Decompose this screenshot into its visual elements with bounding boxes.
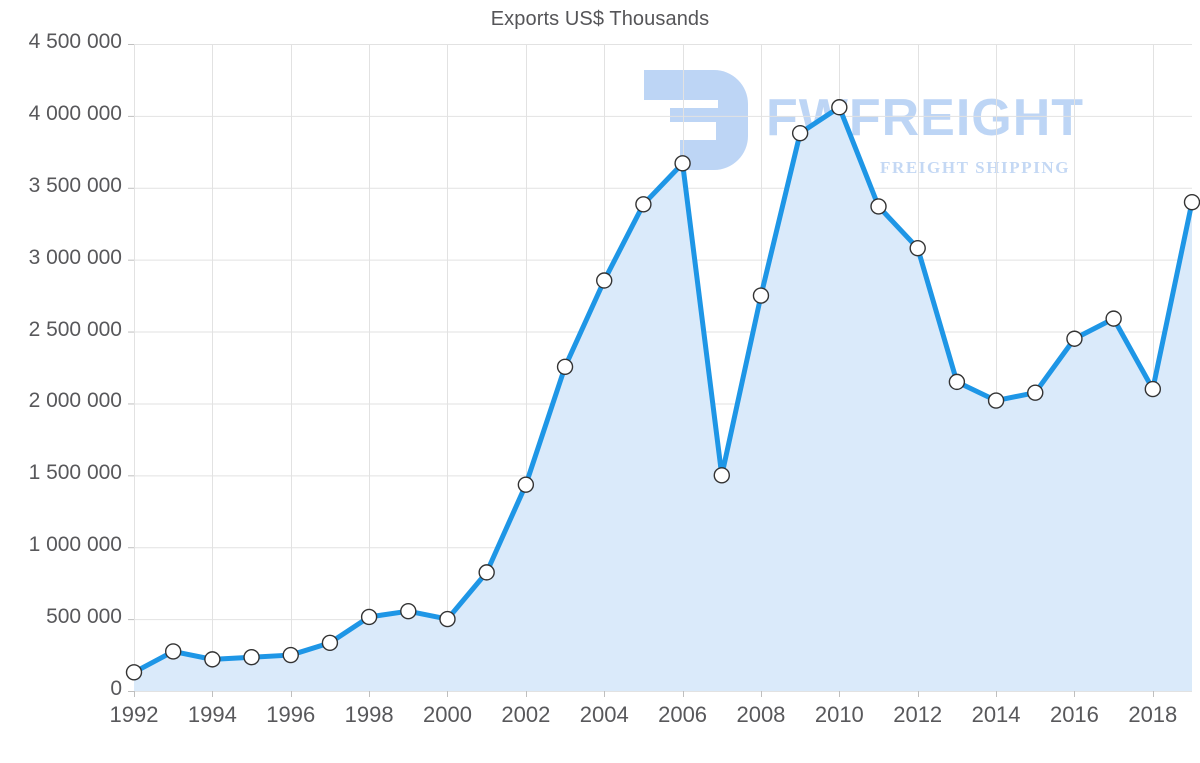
y-axis-tick-label: 500 000	[46, 605, 122, 629]
data-point-marker	[439, 610, 456, 628]
y-axis-tick-label: 3 500 000	[28, 173, 122, 197]
y-axis-tick-label: 3 000 000	[28, 245, 122, 269]
data-point-marker	[909, 239, 926, 257]
x-axis-tick-label: 1994	[187, 702, 237, 727]
x-axis-tick-label: 2010	[814, 702, 864, 727]
data-point-marker	[1105, 310, 1122, 327]
data-point-marker	[596, 272, 613, 289]
x-axis-tick-label: 2004	[579, 702, 629, 727]
data-line	[131, 104, 1195, 675]
data-point-marker	[360, 608, 378, 626]
data-point-marker	[282, 646, 299, 664]
x-axis-tick-label: 1992	[109, 702, 159, 727]
data-point-marker	[674, 155, 691, 172]
data-point-marker	[517, 476, 535, 493]
data-point-marker	[1183, 193, 1200, 211]
data-point-marker	[1144, 380, 1162, 398]
x-axis-tick-label: 1998	[344, 702, 394, 727]
x-axis-tick-label: 2006	[658, 702, 708, 727]
data-point-marker	[831, 99, 848, 116]
x-axis-tick-label: 2016	[1049, 702, 1099, 727]
data-point-marker	[713, 467, 730, 484]
axis-ticks	[128, 44, 1154, 697]
data-point-marker	[556, 358, 574, 375]
data-point-marker	[243, 649, 260, 666]
y-axis-tick-label: 2 000 000	[28, 389, 122, 413]
x-axis-tick-label: 2012	[893, 702, 943, 727]
data-point-marker	[752, 287, 770, 304]
y-axis-tick-label: 0	[110, 677, 122, 700]
data-point-marker	[791, 124, 809, 142]
data-point-marker	[1066, 330, 1083, 347]
x-axis-tick-label: 2002	[501, 702, 551, 727]
data-point-marker	[321, 634, 339, 652]
area-fill	[134, 107, 1192, 691]
data-point-marker	[870, 198, 887, 215]
data-point-marker	[987, 392, 1005, 409]
y-axis-tick-label: 4 500 000	[28, 30, 122, 53]
data-point-marker	[478, 564, 495, 581]
data-markers	[125, 99, 1200, 681]
y-axis-tick-label: 1 000 000	[28, 533, 122, 557]
data-point-marker	[164, 643, 182, 660]
x-axis-tick-label: 2000	[422, 702, 472, 727]
x-axis-tick-label: 2014	[971, 702, 1021, 727]
y-axis-tick-label: 2 500 000	[28, 317, 122, 341]
data-point-marker	[635, 196, 652, 213]
x-axis-tick-label: 2018	[1128, 702, 1178, 727]
y-axis-tick-label: 4 000 000	[28, 101, 122, 125]
data-point-marker	[400, 603, 417, 620]
y-axis-tick-label: 1 500 000	[28, 461, 122, 485]
data-point-marker	[125, 664, 143, 681]
data-point-marker	[948, 373, 966, 391]
data-point-marker	[1027, 384, 1044, 401]
data-point-marker	[204, 651, 221, 668]
x-axis-tick-label: 1996	[266, 702, 316, 727]
page-title: Exports US$ Thousands	[490, 8, 710, 30]
x-axis-tick-label: 2008	[736, 702, 786, 727]
